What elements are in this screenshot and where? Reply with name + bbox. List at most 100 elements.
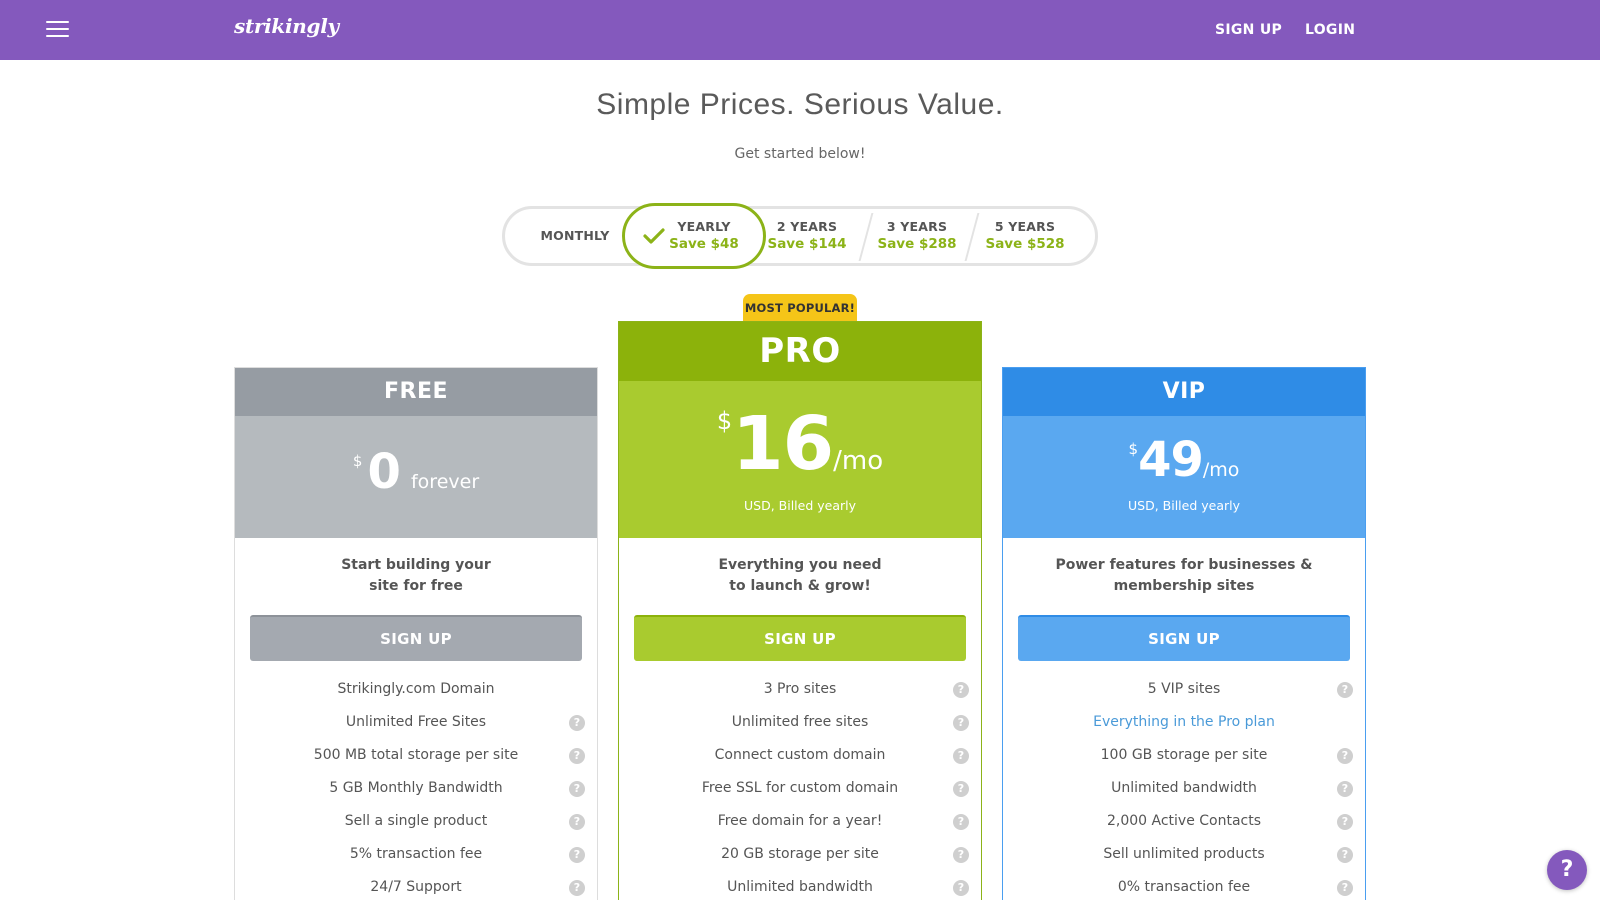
help-question-icon[interactable]: ? — [569, 781, 585, 797]
currency-symbol: $ — [716, 407, 733, 435]
feature-text: Unlimited free sites — [731, 714, 869, 730]
feature-text: Sell unlimited products — [1103, 846, 1265, 862]
strikingly-logo[interactable]: strikingly — [234, 14, 339, 38]
help-question-icon[interactable]: ? — [953, 814, 969, 830]
billing-option-label: 3 YEARS — [886, 219, 948, 234]
price-period: /mo — [833, 446, 884, 476]
price-amount: 0 — [367, 444, 400, 500]
feature-item: 3 Pro sites? — [619, 673, 981, 706]
feature-item: 5% transaction fee? — [235, 838, 597, 871]
plan-name: VIP — [1003, 368, 1365, 416]
plan-description: Start building your site for free — [235, 555, 597, 597]
feature-item: Unlimited Free Sites? — [235, 706, 597, 739]
currency-symbol: $ — [352, 452, 363, 470]
help-question-icon[interactable]: ? — [1337, 748, 1353, 764]
billing-option-label: YEARLY — [677, 219, 731, 234]
plan-description-line: Start building your — [341, 557, 491, 573]
billing-option-yearly-selected[interactable]: YEARLY Save $48 — [622, 203, 766, 269]
feature-text: Connect custom domain — [714, 747, 886, 763]
help-question-icon[interactable]: ? — [953, 880, 969, 896]
feature-text: 5 GB Monthly Bandwidth — [329, 780, 503, 796]
top-navbar: strikingly SIGN UP LOGIN — [0, 0, 1600, 60]
price-period: forever — [410, 471, 480, 493]
feature-link-everything-in-pro[interactable]: Everything in the Pro plan — [1093, 714, 1275, 730]
plan-card-vip: VIP $49/mo USD, Billed yearly Power feat… — [1002, 367, 1366, 900]
feature-text: 3 Pro sites — [763, 681, 837, 697]
billing-option-label: 5 YEARS — [994, 219, 1056, 234]
feature-item: 0% transaction fee? — [1003, 871, 1365, 900]
help-question-icon[interactable]: ? — [569, 847, 585, 863]
plan-card-pro: PRO $16/mo USD, Billed yearly Everything… — [618, 321, 982, 900]
pro-signup-button[interactable]: SIGN UP — [634, 615, 966, 661]
help-question-icon[interactable]: ? — [569, 880, 585, 896]
feature-text: 5% transaction fee — [349, 846, 483, 862]
billing-option-3-years[interactable]: 3 YEARS Save $288 — [862, 209, 972, 263]
help-question-icon[interactable]: ? — [569, 748, 585, 764]
nav-login-link[interactable]: LOGIN — [1305, 22, 1356, 38]
billing-option-savings: Save $48 — [669, 236, 739, 252]
help-question-icon[interactable]: ? — [569, 715, 585, 731]
feature-item: 5 VIP sites? — [1003, 673, 1365, 706]
billing-note: USD, Billed yearly — [743, 498, 856, 513]
feature-item: Strikingly.com Domain — [235, 673, 597, 706]
vip-signup-button[interactable]: SIGN UP — [1018, 615, 1350, 661]
feature-text: 2,000 Active Contacts — [1106, 813, 1262, 829]
feature-text: Strikingly.com Domain — [337, 681, 495, 697]
price-row: $ 0 forever — [235, 444, 597, 500]
feature-item: Unlimited free sites? — [619, 706, 981, 739]
feature-text: Sell a single product — [344, 813, 488, 829]
plan-card-free: FREE $ 0 forever Start building your sit… — [234, 367, 598, 900]
feature-item: 24/7 Support? — [235, 871, 597, 900]
free-signup-button[interactable]: SIGN UP — [250, 615, 582, 661]
plan-name: PRO — [619, 322, 981, 381]
feature-item: 500 MB total storage per site? — [235, 739, 597, 772]
plan-price-panel: $ 0 forever — [235, 416, 597, 538]
feature-text: Free domain for a year! — [717, 813, 883, 829]
feature-item: Everything in the Pro plan — [1003, 706, 1365, 739]
price-amount: 16 — [732, 401, 834, 487]
billing-option-5-years[interactable]: 5 YEARS Save $528 — [970, 209, 1080, 263]
feature-text: Unlimited Free Sites — [345, 714, 487, 730]
page-title: Simple Prices. Serious Value. — [596, 88, 1004, 121]
help-question-icon[interactable]: ? — [953, 748, 969, 764]
plan-description-line: membership sites — [1113, 578, 1255, 594]
most-popular-badge: MOST POPULAR! — [743, 294, 857, 322]
feature-text: 500 MB total storage per site — [313, 747, 519, 763]
help-question-icon[interactable]: ? — [1337, 682, 1353, 698]
checkmark-icon — [643, 228, 665, 244]
feature-text: 24/7 Support — [370, 879, 462, 895]
plan-description-line: site for free — [369, 578, 463, 594]
price-amount: 49 — [1138, 432, 1204, 488]
help-question-icon[interactable]: ? — [953, 715, 969, 731]
help-question-icon[interactable]: ? — [569, 814, 585, 830]
help-question-icon[interactable]: ? — [953, 682, 969, 698]
help-question-icon[interactable]: ? — [1337, 847, 1353, 863]
feature-text: Free SSL for custom domain — [701, 780, 899, 796]
feature-item: 100 GB storage per site? — [1003, 739, 1365, 772]
feature-text: Unlimited bandwidth — [1111, 780, 1257, 796]
feature-item: 2,000 Active Contacts? — [1003, 805, 1365, 838]
plan-description: Everything you need to launch & grow! — [619, 555, 981, 597]
plan-price-panel: $49/mo USD, Billed yearly — [1003, 416, 1365, 538]
nav-signup-link[interactable]: SIGN UP — [1215, 22, 1283, 38]
price-period: /mo — [1202, 459, 1240, 481]
plan-name: FREE — [235, 368, 597, 416]
help-question-icon[interactable]: ? — [953, 781, 969, 797]
help-chat-button[interactable]: ? — [1547, 850, 1587, 890]
hamburger-menu-icon[interactable] — [46, 21, 69, 38]
help-question-icon[interactable]: ? — [1337, 781, 1353, 797]
price-row: $49/mo — [1003, 432, 1365, 488]
feature-text: 100 GB storage per site — [1100, 747, 1268, 763]
billing-option-monthly[interactable]: MONTHLY — [525, 209, 625, 263]
feature-text: 20 GB storage per site — [721, 846, 879, 862]
feature-item: Free SSL for custom domain? — [619, 772, 981, 805]
feature-list: 5 VIP sites? Everything in the Pro plan … — [1003, 673, 1365, 900]
help-question-icon[interactable]: ? — [1337, 814, 1353, 830]
billing-option-2-years[interactable]: 2 YEARS Save $144 — [757, 209, 857, 263]
billing-option-savings: Save $288 — [877, 236, 957, 252]
page-subtitle: Get started below! — [734, 146, 866, 162]
help-question-icon[interactable]: ? — [953, 847, 969, 863]
plan-description-line: Power features for businesses & — [1055, 557, 1313, 573]
help-question-icon[interactable]: ? — [1337, 880, 1353, 896]
feature-text: 0% transaction fee — [1117, 879, 1251, 895]
